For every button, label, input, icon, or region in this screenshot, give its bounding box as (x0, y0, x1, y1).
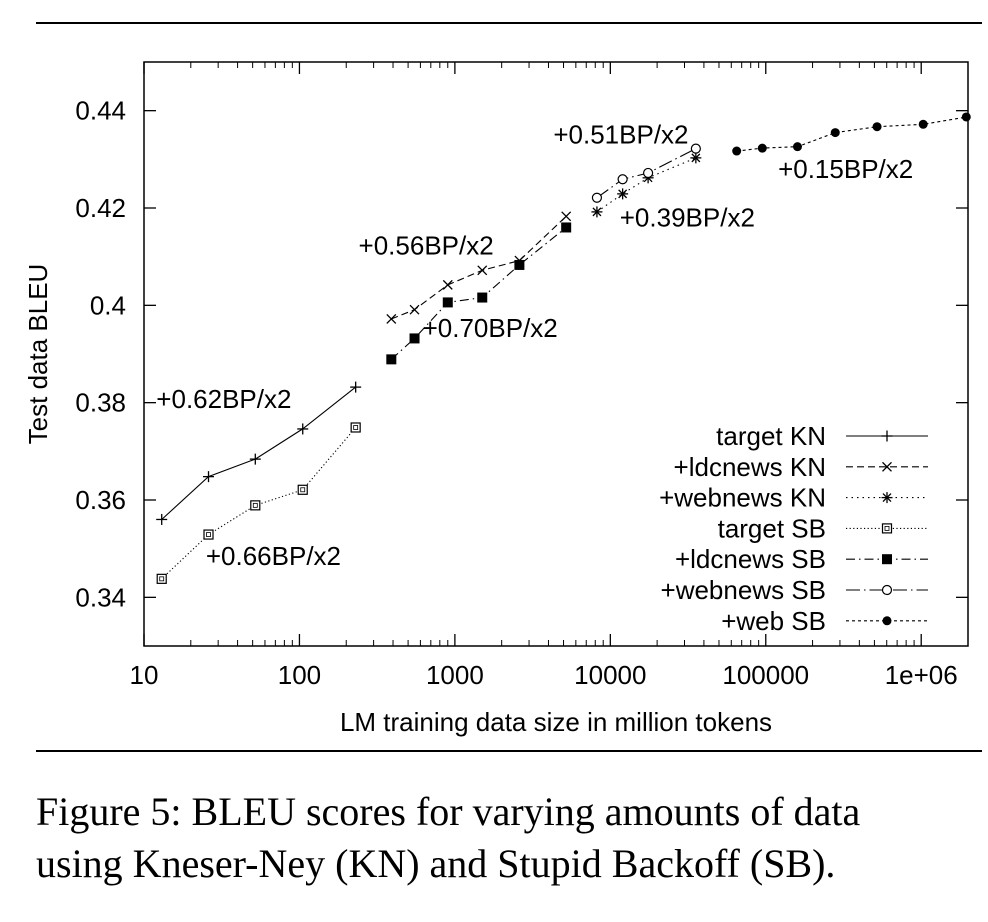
annotation: +0.51BP/x2 (553, 119, 688, 149)
data-point (591, 192, 603, 203)
y-tick-label: 0.44 (75, 96, 126, 126)
legend-label: +webnews SB (661, 575, 826, 605)
data-point (830, 128, 840, 138)
data-point (617, 188, 629, 200)
series-ldcnews-sb (386, 222, 572, 365)
data-point (250, 500, 261, 511)
data-point (690, 152, 702, 164)
data-point (409, 333, 420, 344)
series-ldcnews-kn (386, 211, 572, 324)
series-target-sb (156, 422, 361, 584)
legend-marker (882, 461, 892, 472)
series-webnews-sb (591, 143, 701, 203)
annotation: +0.62BP/x2 (156, 384, 291, 414)
data-point (477, 265, 488, 276)
y-tick-label: 0.34 (75, 582, 126, 612)
y-axis-label: Test data BLEU (23, 264, 53, 445)
x-tick-label: 10 (130, 660, 159, 690)
legend-item-webnews-kn: +webnews KN (659, 483, 928, 513)
legend-item-webnews-sb: +webnews SB (661, 575, 928, 605)
data-point (386, 354, 397, 365)
legend-label: +ldcnews KN (674, 452, 826, 482)
y-tick-label: 0.42 (75, 193, 126, 223)
data-point (297, 423, 309, 435)
x-axis: 10 100 1000 10000 100000 1e+06 (130, 62, 969, 690)
annotations: +0.62BP/x2 +0.66BP/x2 +0.56BP/x2 +0.70BP/x2… (156, 119, 913, 571)
series-line-web-sb (736, 116, 967, 152)
caption-line-2: using Kneser-Ney (KN) and Stupid Backoff… (36, 841, 836, 886)
series-target-kn (156, 381, 362, 525)
y-tick-label: 0.36 (75, 485, 126, 515)
data-point (386, 314, 397, 324)
data-point (643, 167, 654, 179)
data-point (442, 279, 453, 290)
legend-marker (881, 492, 893, 504)
data-point (203, 529, 214, 540)
data-point (156, 573, 167, 584)
data-point (203, 471, 215, 483)
legend-marker (881, 430, 893, 442)
legend-marker (881, 584, 893, 596)
legend-item-target-sb: target SB (718, 513, 928, 543)
bleu-chart: 10 100 1000 10000 100000 1e+06 0.340.360.380.… (23, 61, 971, 737)
data-point (297, 484, 308, 495)
legend-item-ldcnews-kn: +ldcnews KN (674, 452, 928, 482)
series-layer (156, 112, 971, 584)
x-tick-label: 10000 (574, 660, 646, 690)
data-point (561, 222, 572, 233)
x-tick-label: 100 (278, 660, 321, 690)
data-point (561, 211, 572, 222)
annotation: +0.15BP/x2 (778, 154, 913, 184)
y-tick-label: 0.38 (75, 388, 126, 418)
data-point (591, 206, 603, 218)
data-point (918, 119, 928, 129)
data-point (350, 422, 361, 433)
legend-label: +web SB (721, 606, 826, 636)
annotation: +0.56BP/x2 (359, 231, 494, 261)
data-point (477, 292, 488, 303)
data-point (732, 146, 742, 156)
data-point (249, 453, 261, 465)
legend-label: +webnews KN (659, 483, 826, 513)
caption-line-1: Figure 5: BLEU scores for varying amount… (36, 789, 861, 834)
data-point (961, 112, 971, 122)
data-point (350, 381, 362, 393)
legend-marker (882, 554, 892, 565)
data-point (156, 513, 168, 525)
legend-label: target SB (718, 513, 826, 543)
top-rule (36, 22, 982, 24)
bottom-rule (36, 750, 982, 752)
legend-item-web-sb: +web SB (721, 606, 928, 636)
figure-caption: Figure 5: BLEU scores for varying amount… (36, 786, 982, 890)
plot-frame (143, 61, 969, 647)
legend-item-target-kn: target KN (716, 421, 928, 451)
data-point (757, 143, 767, 153)
series-webnews-kn (591, 152, 702, 218)
data-point (872, 122, 882, 132)
data-point (617, 174, 628, 185)
data-point (792, 142, 802, 152)
series-web-sb (732, 112, 971, 156)
data-point (442, 297, 453, 308)
data-point (409, 304, 420, 315)
annotation: +0.70BP/x2 (423, 313, 558, 343)
legend-label: +ldcnews SB (675, 544, 826, 574)
annotation: +0.39BP/x2 (620, 202, 755, 232)
legend-label: target KN (716, 421, 826, 451)
data-point (690, 143, 701, 154)
annotation: +0.66BP/x2 (206, 541, 341, 571)
y-axis: 0.34 0.36 0.38 0.4 0.42 0.44 (75, 96, 968, 612)
x-tick-label: 100000 (722, 660, 809, 690)
legend-marker (882, 616, 892, 626)
x-axis-label: LM training data size in million tokens (340, 707, 772, 737)
data-point (514, 259, 525, 270)
legend-item-ldcnews-sb: +ldcnews SB (675, 544, 928, 574)
x-tick-label: 1e+06 (885, 660, 958, 690)
x-tick-label: 1000 (426, 660, 484, 690)
legend-marker (881, 523, 893, 534)
y-tick-label: 0.4 (90, 290, 126, 320)
